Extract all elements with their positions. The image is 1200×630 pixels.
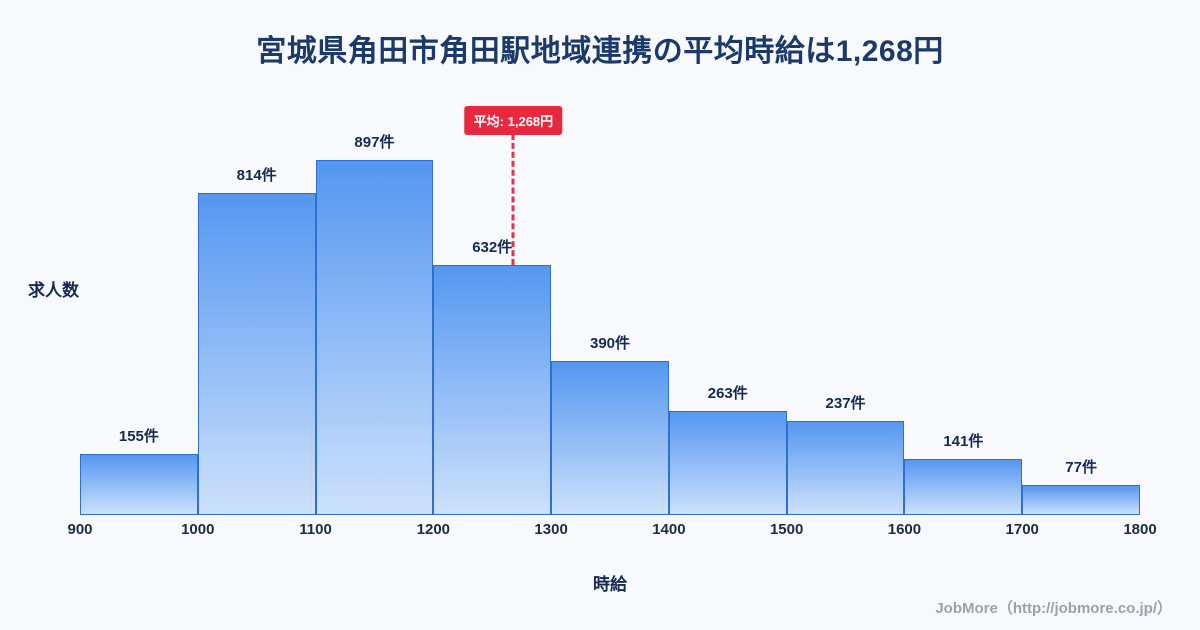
- x-axis-tick: 1000: [181, 521, 215, 538]
- bar-value-label: 263件: [707, 384, 748, 402]
- histogram-bar: [551, 360, 669, 515]
- x-axis-label: 時給: [593, 575, 627, 594]
- x-axis-tick: 1300: [534, 521, 568, 538]
- bar-value-label: 155件: [118, 427, 159, 445]
- chart-plot: 平均: 1,268円 155件 814件 897件 632件 390件 263件 237件 1…: [67, 100, 1157, 538]
- x-axis-tick: 900: [67, 521, 93, 538]
- bar-value-label: 237件: [825, 395, 866, 413]
- x-axis-tick: 1600: [887, 521, 922, 538]
- histogram-bar: [433, 264, 552, 515]
- bar-value-label: 632件: [472, 238, 513, 256]
- average-badge: 平均: 1,268円: [464, 106, 563, 135]
- bar-value-label: 77件: [1065, 458, 1097, 476]
- page-title: 宮城県角田市角田駅地域連携の平均時給は1,268円: [256, 35, 944, 68]
- bar-value-label: 897件: [354, 134, 395, 151]
- histogram-bar: [197, 192, 316, 515]
- x-axis-tick: 1100: [299, 521, 332, 538]
- bar-value-label: 814件: [236, 166, 277, 184]
- histogram-bar: [904, 459, 1023, 515]
- footer-credit: JobMore（http://jobmore.co.jp/）: [935, 600, 1172, 617]
- histogram-bar: [80, 453, 198, 515]
- x-axis-tick: 1800: [1123, 521, 1157, 538]
- histogram-bar: [1022, 484, 1140, 515]
- x-axis-tick: 1400: [652, 521, 686, 538]
- x-axis-tick: 1200: [416, 521, 451, 538]
- histogram-bar: [786, 421, 905, 515]
- x-axis-tick: 1700: [1005, 521, 1039, 538]
- bar-value-label: 141件: [943, 433, 984, 451]
- histogram-bar: [315, 160, 434, 515]
- x-axis-tick: 1500: [769, 521, 804, 538]
- bar-value-label: 390件: [589, 334, 631, 352]
- histogram-bar: [668, 410, 787, 515]
- y-axis-label: 求人数: [28, 281, 79, 300]
